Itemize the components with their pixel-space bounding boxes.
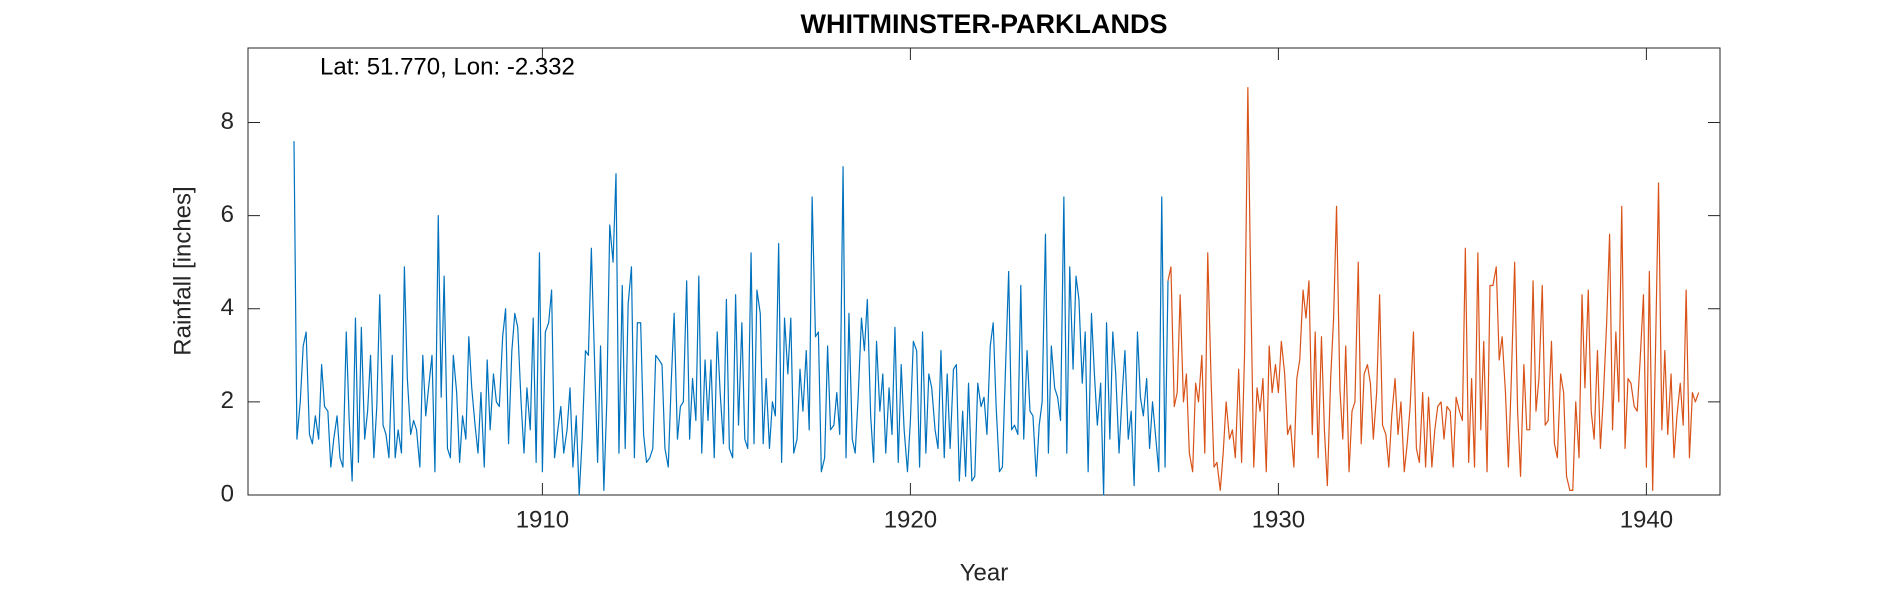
x-tick-label: 1940 [1620, 506, 1673, 533]
y-tick-label: 4 [221, 294, 234, 321]
y-tick-label: 8 [221, 108, 234, 135]
chart-title: WHITMINSTER-PARKLANDS [801, 9, 1168, 39]
x-tick-label: 1930 [1252, 506, 1305, 533]
y-tick-label: 2 [221, 387, 234, 414]
series-line [293, 141, 1169, 496]
x-tick-label: 1910 [516, 506, 569, 533]
x-axis-label: Year [960, 559, 1009, 586]
plot-area [247, 47, 1721, 496]
annotation: Lat: 51.770, Lon: -2.332 [320, 53, 575, 80]
y-axis-label: Rainfall [inches] [169, 186, 196, 355]
y-tick-label: 0 [221, 480, 234, 507]
y-tick-label: 6 [221, 201, 234, 228]
x-tick-label: 1920 [884, 506, 937, 533]
series-line [1167, 86, 1700, 491]
